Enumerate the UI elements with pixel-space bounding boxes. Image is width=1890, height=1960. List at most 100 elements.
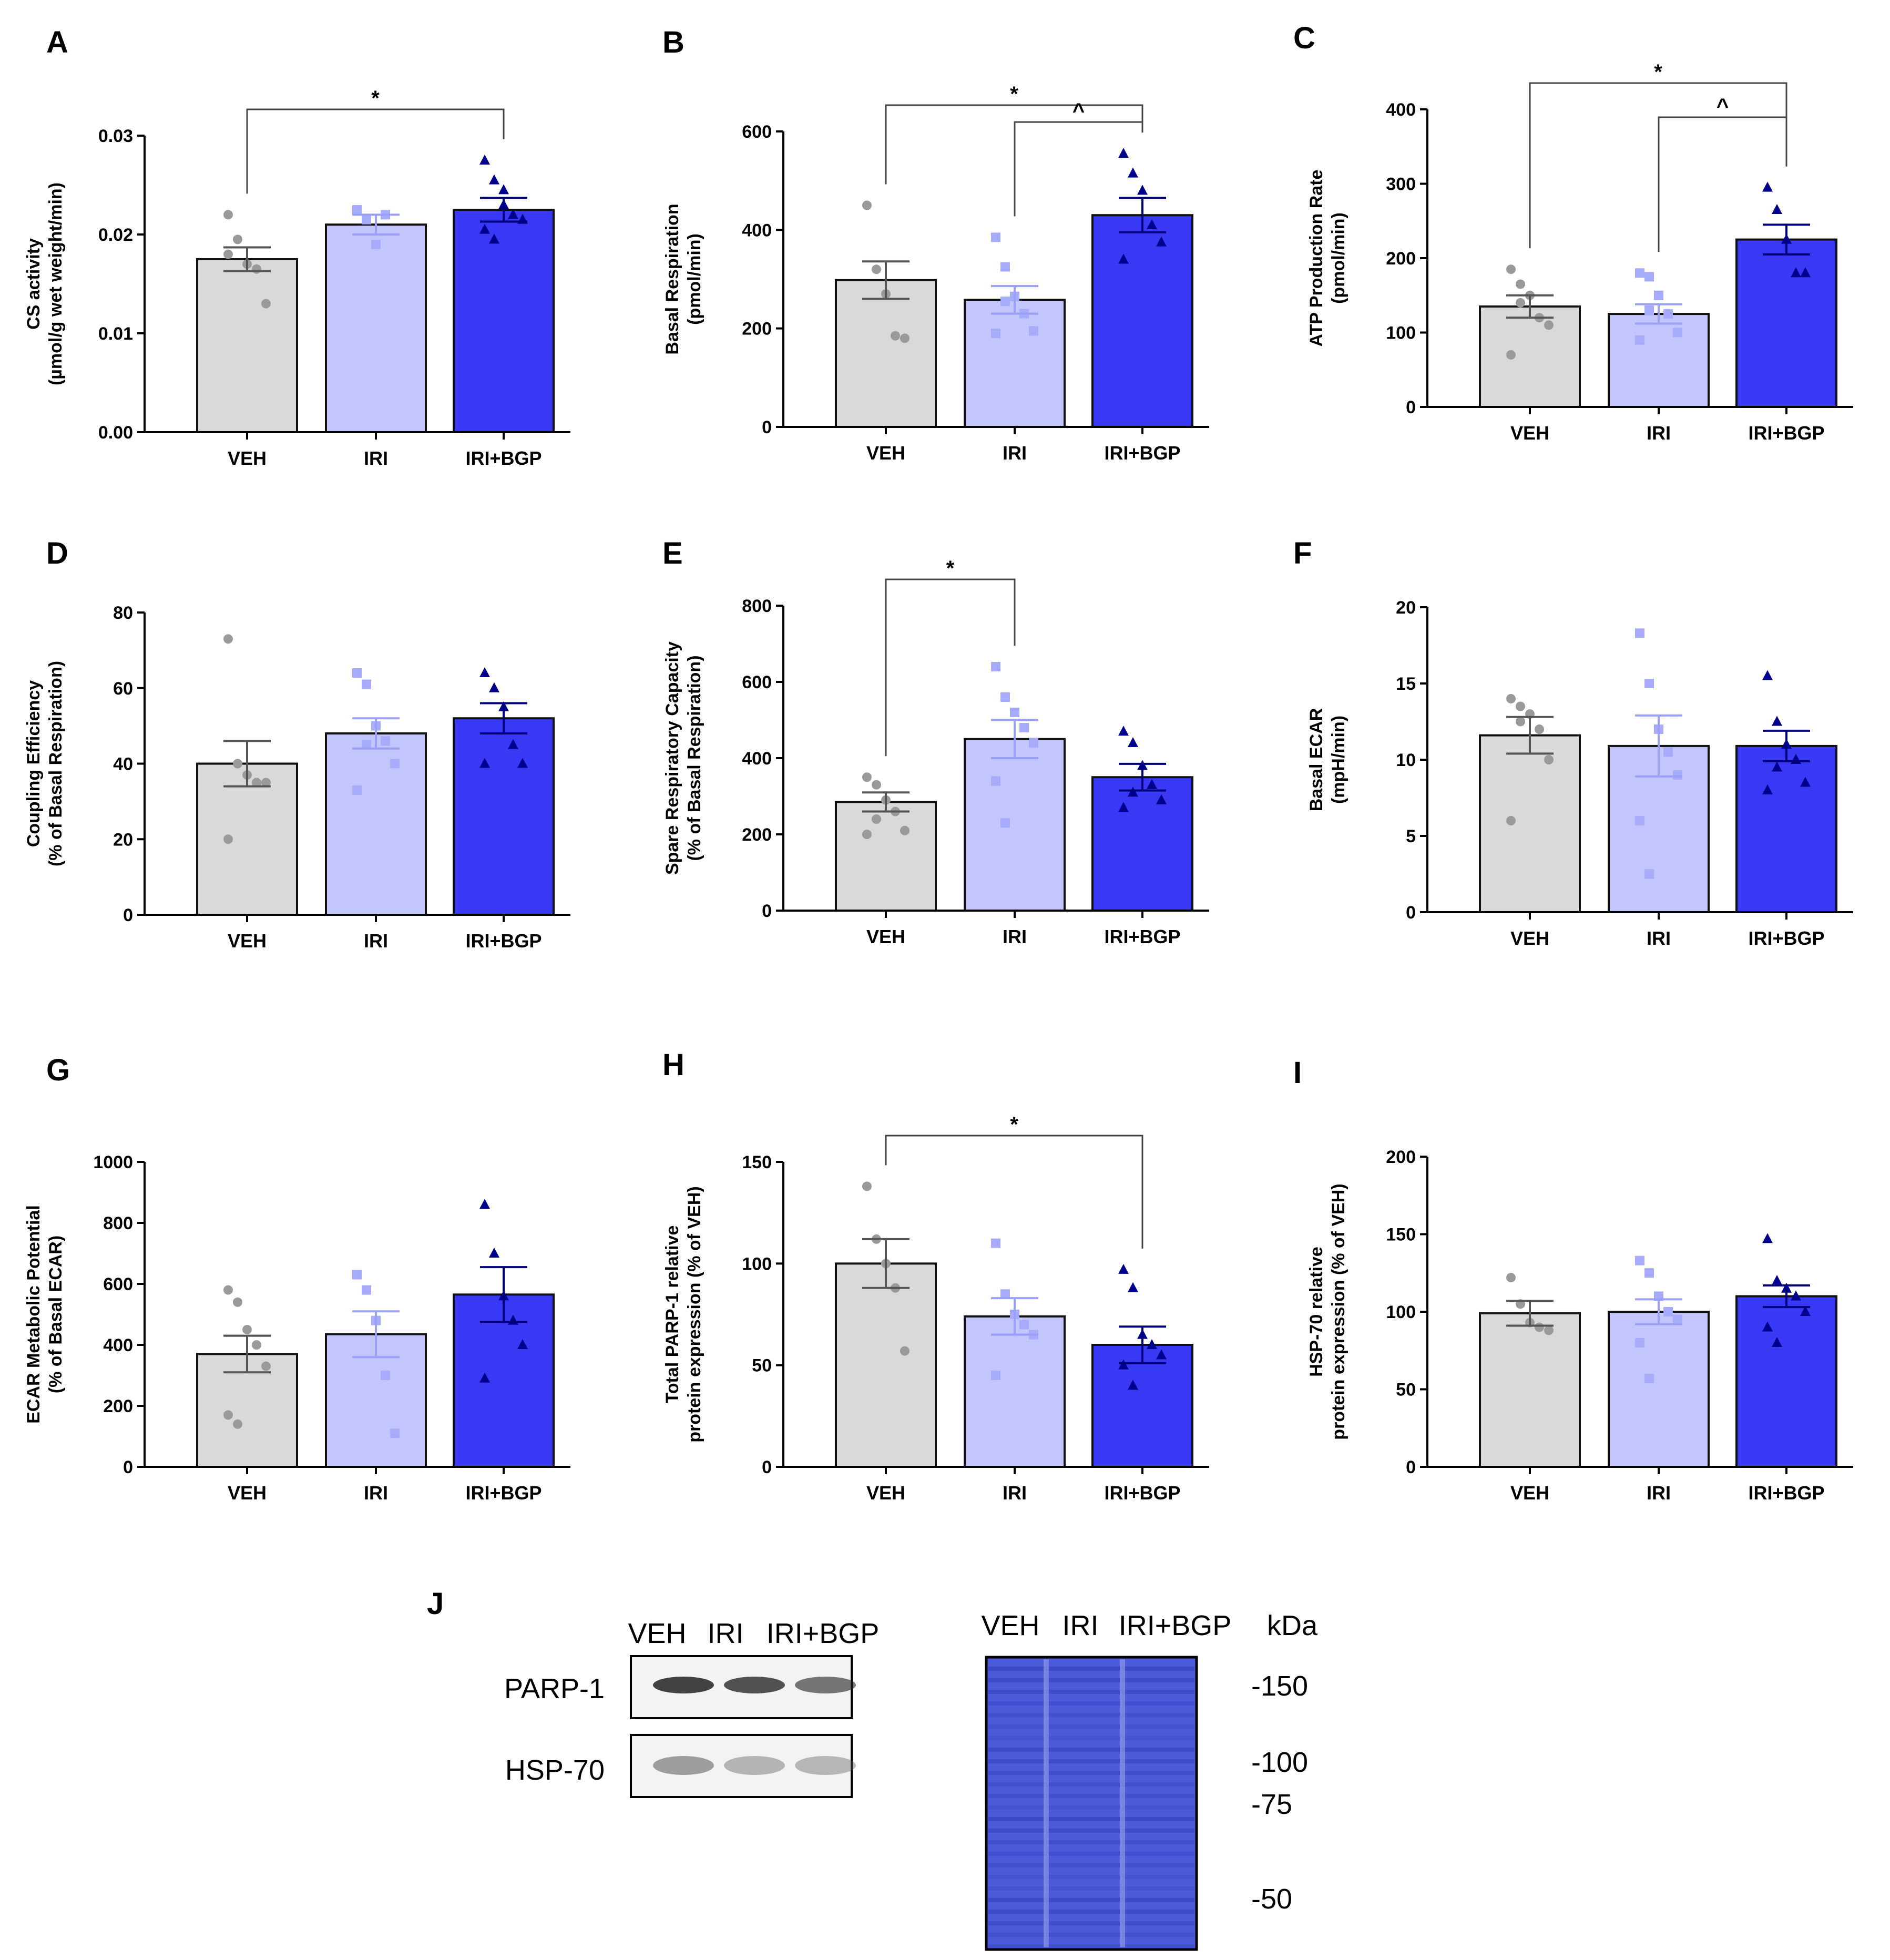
data-point <box>352 205 362 215</box>
y-tick-label: 20 <box>1396 598 1416 618</box>
data-point <box>517 1339 528 1349</box>
y-tick-label: 80 <box>113 603 133 623</box>
gel-band-stripe <box>988 1805 1194 1810</box>
data-point <box>1800 267 1811 278</box>
data-point <box>1673 770 1682 780</box>
data-point <box>517 758 528 768</box>
bar-VEH <box>196 762 298 916</box>
data-point <box>1772 716 1782 726</box>
data-point <box>1635 335 1644 345</box>
gel-lane-gap <box>1120 1659 1125 1947</box>
y-tick-label: 200 <box>103 1396 133 1416</box>
data-point <box>872 780 881 790</box>
data-point <box>1000 262 1010 272</box>
y-tick-label: 50 <box>752 1356 772 1376</box>
y-tick-label: 0 <box>123 905 133 925</box>
significance-marker: * <box>1654 60 1662 84</box>
gel-band-stripe <box>988 1759 1194 1763</box>
data-point <box>223 1410 233 1420</box>
hsp70-band <box>653 1756 714 1775</box>
data-point <box>1644 305 1654 315</box>
data-point <box>362 215 371 224</box>
kda-marker: -50 <box>1251 1883 1292 1915</box>
y-tick-label: 200 <box>1386 249 1416 269</box>
data-point <box>1118 726 1129 736</box>
gel-band-stripe <box>988 1713 1194 1717</box>
gel-band-stripe <box>988 1782 1194 1787</box>
data-point <box>489 233 499 244</box>
x-tick-label: VEH <box>228 930 267 952</box>
data-point <box>1128 1282 1138 1292</box>
data-point <box>1762 1321 1773 1332</box>
y-tick-label: 200 <box>742 319 772 339</box>
data-point <box>1535 724 1544 734</box>
data-point <box>1772 204 1782 215</box>
x-tick-label: IRI+BGP <box>1104 926 1180 947</box>
data-point <box>1000 1289 1010 1299</box>
y-axis-label: ECAR Metabolic Potential <box>24 1205 44 1424</box>
y-axis-label-units: protein expression (% of VEH) <box>685 1186 704 1442</box>
gel-band-stripe <box>988 1678 1194 1682</box>
data-point <box>1516 298 1525 308</box>
data-point <box>1644 679 1654 688</box>
data-point <box>1762 1233 1773 1243</box>
x-tick-label: IRI+BGP <box>465 447 542 469</box>
gel-band-stripe <box>988 1840 1194 1844</box>
gel-band-stripe <box>988 1794 1194 1798</box>
gel-band-stripe <box>988 1944 1194 1948</box>
significance-bracket <box>885 578 1016 757</box>
x-tick-label: VEH <box>866 926 905 947</box>
kda-marker: -100 <box>1251 1747 1308 1778</box>
bar-IRI+BGP <box>453 209 555 433</box>
data-point <box>1535 1322 1544 1332</box>
hsp70-band <box>795 1756 856 1775</box>
western-blot-panel: J VEH IRI IRI+BGP PARP-1 HSP-70 VEH IRI IRI+B… <box>427 1587 1318 1951</box>
y-tick-label: 600 <box>742 122 772 142</box>
data-point <box>508 209 518 219</box>
data-point <box>872 264 881 274</box>
y-axis-label: Coupling Efficiency <box>24 680 44 847</box>
y-tick-label: 20 <box>113 830 133 850</box>
gel-band-stripe <box>988 1886 1194 1891</box>
data-point <box>261 299 271 309</box>
data-point <box>991 1371 1000 1380</box>
data-point <box>1019 723 1029 732</box>
y-tick-label: 0 <box>1406 397 1416 417</box>
data-point <box>508 739 518 749</box>
data-point <box>233 234 242 244</box>
y-tick-label: 0 <box>1406 1457 1416 1477</box>
data-point <box>900 333 910 343</box>
data-point <box>862 772 872 782</box>
blot-lane-label-IRI: IRI <box>707 1618 743 1649</box>
data-point <box>1118 802 1129 812</box>
y-tick-label: 60 <box>113 679 133 699</box>
blot-lane-label-VEH: VEH <box>628 1618 686 1649</box>
data-point <box>233 759 242 769</box>
data-point <box>891 331 900 341</box>
data-point <box>489 1248 499 1258</box>
bar-VEH <box>835 279 937 428</box>
data-point <box>381 1371 390 1380</box>
data-point <box>242 1325 252 1334</box>
y-tick-label: 400 <box>742 749 772 769</box>
y-axis-label-units: (% of Basal ECAR) <box>46 1236 66 1393</box>
kda-marker: -150 <box>1251 1670 1308 1702</box>
y-tick-label: 0.02 <box>98 225 133 245</box>
data-point <box>1000 818 1010 828</box>
bar-IRI <box>964 299 1066 428</box>
bar-IRI <box>964 1315 1066 1468</box>
chart-D: D 0 20 40 60 80 VEH IRI IRI+BGP Coupling Efficien… <box>24 536 570 952</box>
y-tick-label: 200 <box>1386 1147 1416 1167</box>
bar-IRI <box>1608 313 1710 408</box>
y-tick-label: 800 <box>742 596 772 616</box>
kda-title: kDa <box>1267 1610 1318 1641</box>
data-point <box>1147 1339 1157 1349</box>
bar-charts: A 0.00 0.01 0.02 0.03 VEH IRI IRI+BGP CS activit… <box>24 21 1853 1504</box>
parp1-band <box>653 1677 714 1693</box>
data-point <box>498 184 509 195</box>
bar-VEH <box>1479 1312 1581 1468</box>
data-point <box>479 155 490 165</box>
data-point <box>1800 1306 1811 1316</box>
y-tick-label: 40 <box>113 754 133 774</box>
